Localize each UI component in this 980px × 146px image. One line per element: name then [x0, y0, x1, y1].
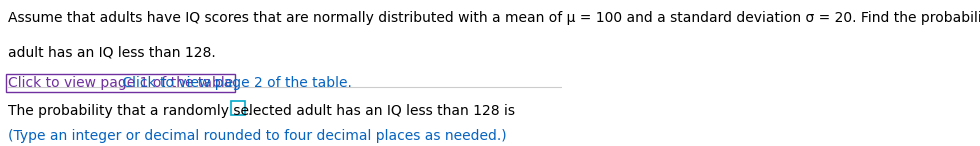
- Text: Click to view page 2 of the table.: Click to view page 2 of the table.: [118, 76, 352, 90]
- Text: adult has an IQ less than 128.: adult has an IQ less than 128.: [8, 46, 216, 60]
- Text: Assume that adults have IQ scores that are normally distributed with a mean of μ: Assume that adults have IQ scores that a…: [8, 11, 980, 25]
- Text: .: .: [247, 104, 252, 118]
- Text: Click to view page 1 of the table: Click to view page 1 of the table: [8, 76, 233, 90]
- FancyBboxPatch shape: [231, 101, 245, 115]
- Text: (Type an integer or decimal rounded to four decimal places as needed.): (Type an integer or decimal rounded to f…: [8, 128, 507, 142]
- Text: The probability that a randomly selected adult has an IQ less than 128 is: The probability that a randomly selected…: [8, 104, 519, 118]
